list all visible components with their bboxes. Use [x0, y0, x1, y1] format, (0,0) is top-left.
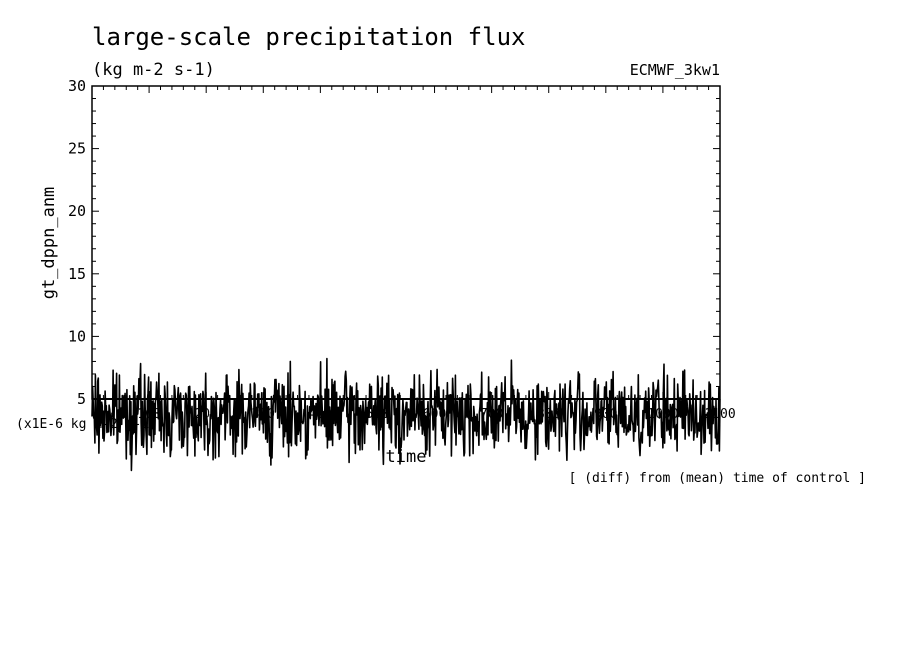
x-tick-label: 400 — [309, 407, 332, 422]
y-tick-label: 20 — [68, 202, 86, 220]
series-layer — [91, 357, 721, 472]
chart-subtitle: (kg m-2 s-1) — [92, 60, 215, 80]
x-tick-label: 200 — [194, 407, 217, 422]
y-tick-label: 10 — [68, 327, 86, 345]
x-tick-label: 600 — [423, 407, 446, 422]
x-tick-label: 500 — [366, 407, 389, 422]
x-axis-ticks: 100 200 300 400 500 600 700 800 900 1000 1100 — [91, 86, 736, 422]
x-tick-label: 1000 — [647, 407, 678, 422]
x-tick-label: 700 — [480, 407, 503, 422]
y-axis-label: gt_dppn_anm — [39, 187, 59, 300]
y-tick-label: 30 — [68, 77, 86, 95]
x-tick-label: 300 — [252, 407, 275, 422]
y-tick-label: 25 — [68, 140, 86, 158]
x-tick-label: 100 — [137, 407, 160, 422]
x-tick-label: 800 — [537, 407, 560, 422]
y-axis-ticks: 5 10 15 20 25 30 — [68, 77, 720, 408]
y-tick-label: 15 — [68, 265, 86, 283]
footnote: [ (diff) from (mean) time of control ] — [569, 471, 866, 486]
chart-title: large-scale precipitation flux — [92, 23, 525, 51]
plot-frame — [91, 85, 721, 400]
x-axis-label: time — [386, 447, 427, 467]
series-line — [91, 357, 721, 472]
y-units-label: (x1E-6 kg m-2 s-1) — [16, 417, 157, 432]
x-tick-label: 900 — [594, 407, 617, 422]
model-label: ECMWF_3kw1 — [630, 61, 720, 79]
x-tick-label: 1100 — [704, 407, 735, 422]
y-tick-label: 5 — [77, 390, 86, 408]
